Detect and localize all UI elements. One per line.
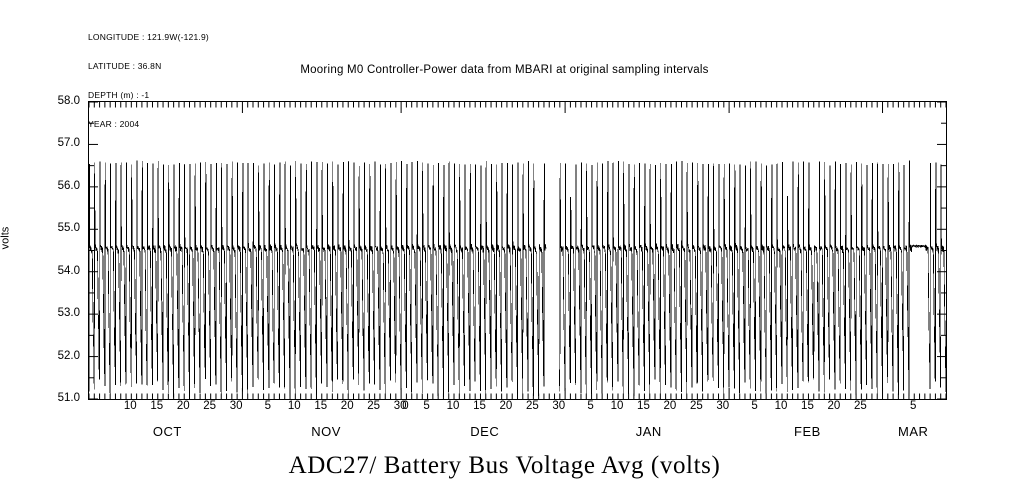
y-axis-tick-label: 58.0 xyxy=(57,95,80,107)
x-axis-tick-label: 20 xyxy=(340,400,354,412)
y-axis-tick-labels: 58.0 57.0 56.0 55.0 54.0 53.0 52.0 51.0 xyxy=(0,95,80,404)
y-axis-tick-label: 51.0 xyxy=(57,392,80,404)
x-axis-tick-label: 30 xyxy=(716,400,730,412)
timeseries-line-chart xyxy=(89,102,946,399)
x-axis-tick-label: 20 xyxy=(663,400,677,412)
x-axis-tick-label: 0 xyxy=(402,400,409,412)
metadata-longitude: LONGITUDE : 121.9W(-121.9) xyxy=(88,32,209,43)
metadata-latitude: LATITUDE : 36.8N xyxy=(88,60,162,71)
x-axis-tick-label: 15 xyxy=(150,400,164,412)
month-label: DEC xyxy=(470,424,500,439)
month-label: FEB xyxy=(794,424,821,439)
month-label: OCT xyxy=(152,424,182,439)
metadata-year: YEAR : 2004 xyxy=(88,118,140,129)
x-axis-tick-label: 25 xyxy=(203,400,217,412)
x-axis-tick-label: 15 xyxy=(637,400,650,412)
data-series-voltage xyxy=(89,160,946,398)
y-axis-tick-label: 57.0 xyxy=(57,137,80,150)
y-axis-tick-label: 55.0 xyxy=(57,222,80,235)
x-axis-tick-label: 25 xyxy=(525,400,539,412)
x-axis-tick-label: 25 xyxy=(853,400,867,412)
y-axis-tick-label: 54.0 xyxy=(57,264,80,277)
x-axis-tick-label: 30 xyxy=(393,400,407,412)
month-label: JAN xyxy=(635,424,662,439)
x-axis-tick-label: 10 xyxy=(287,400,301,412)
x-axis-tick-label: 15 xyxy=(473,400,486,412)
x-axis-month-labels: OCT NOV DEC JAN FEB MAR xyxy=(0,424,1009,444)
chart-title: Mooring M0 Controller-Power data from MB… xyxy=(300,64,709,76)
x-axis-tick-label: 10 xyxy=(446,400,460,412)
station-metadata: LONGITUDE : 121.9W(-121.9) LATITUDE : 36… xyxy=(88,14,209,139)
x-axis-tick-labels: 10 15 20 25 30 5 10 15 20 25 30 0 5 10 15 20 25 30 5 10 15 20… xyxy=(0,400,1009,418)
x-axis-tick-label: 5 xyxy=(751,400,758,412)
y-axis-tick-label: 52.0 xyxy=(57,349,80,362)
x-axis-tick-label: 30 xyxy=(229,400,243,412)
metadata-depth: DEPTH (m) : -1 xyxy=(88,89,150,100)
y-axis-tick-label: 56.0 xyxy=(57,179,80,192)
x-axis-tick-label: 10 xyxy=(610,400,624,412)
x-axis-tick-label: 20 xyxy=(176,400,190,412)
month-label: NOV xyxy=(311,424,341,439)
x-axis-tick-label: 5 xyxy=(587,400,594,412)
month-label: MAR xyxy=(898,424,929,439)
x-axis-tick-label: 25 xyxy=(689,400,703,412)
x-axis-tick-label: 5 xyxy=(910,400,917,412)
x-axis-tick-label: 15 xyxy=(801,400,814,412)
x-axis-tick-label: 20 xyxy=(499,400,513,412)
x-axis-tick-label: 5 xyxy=(264,400,272,412)
plot-area xyxy=(88,101,947,400)
x-axis-tick-label: 25 xyxy=(367,400,381,412)
y-axis-title: volts xyxy=(0,226,12,250)
x-axis-tick-label: 10 xyxy=(123,400,137,412)
x-axis-tick-label: 30 xyxy=(552,400,566,412)
x-axis-tick-label: 20 xyxy=(827,400,841,412)
x-axis-tick-label: 15 xyxy=(314,400,328,412)
y-axis-tick-label: 53.0 xyxy=(57,307,80,320)
x-axis-tick-label: 10 xyxy=(774,400,788,412)
x-axis-tick-label: 5 xyxy=(423,400,430,412)
chart-caption: ADC27/ Battery Bus Voltage Avg (volts) xyxy=(288,452,721,479)
